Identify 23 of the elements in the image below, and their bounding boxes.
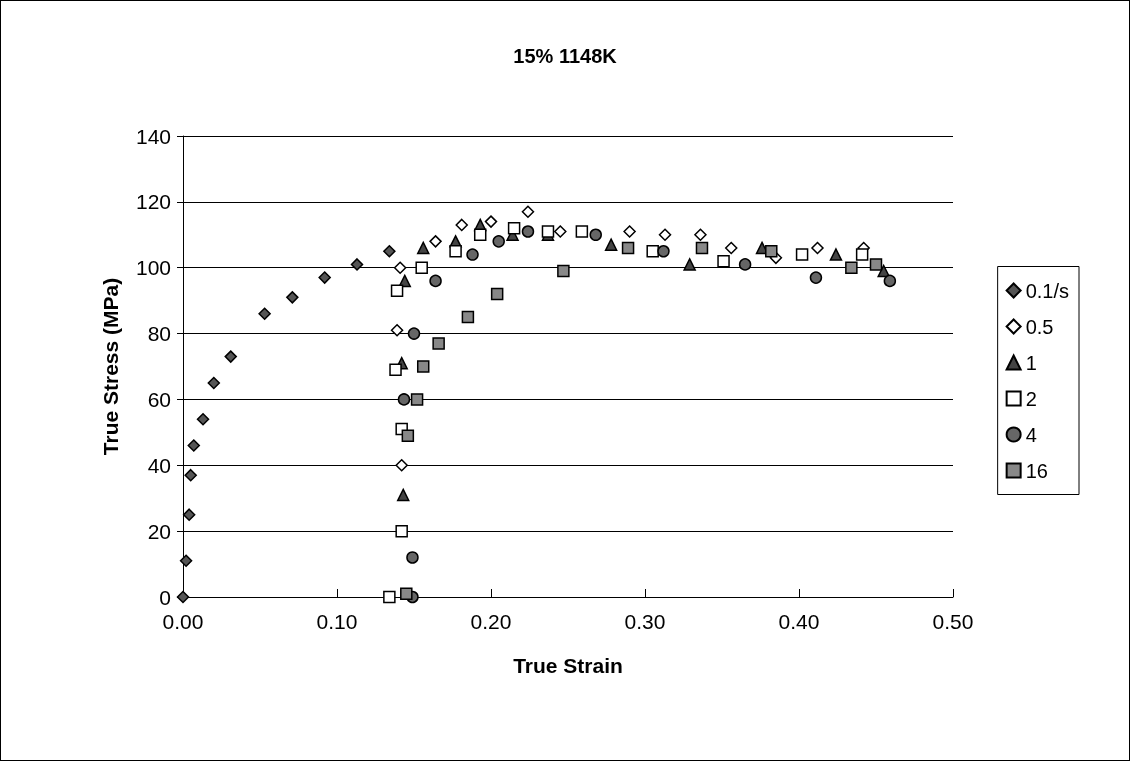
- legend-label: 2: [1025, 387, 1037, 410]
- chart-title: 15% 1148K: [513, 45, 618, 67]
- y-tick-label: 0: [159, 585, 171, 609]
- legend-label: 16: [1025, 459, 1048, 482]
- x-tick-label: 0.30: [624, 610, 666, 633]
- y-tick-label: 120: [135, 190, 171, 214]
- x-axis-title: True Strain: [513, 654, 623, 677]
- x-tick-label: 0.00: [162, 610, 204, 633]
- y-tick-label: 100: [135, 256, 171, 280]
- x-tick-label: 0.10: [316, 610, 358, 633]
- legend-label: 0.1/s: [1025, 279, 1069, 302]
- x-tick-label: 0.40: [778, 610, 820, 633]
- x-tick-label: 0.20: [470, 610, 512, 633]
- y-tick-label: 60: [147, 387, 171, 411]
- legend-label: 4: [1025, 423, 1037, 446]
- y-tick-label: 20: [147, 519, 171, 543]
- y-axis-title: True Stress (MPa): [99, 277, 122, 456]
- y-tick-label: 80: [147, 322, 171, 346]
- x-tick-label: 0.50: [932, 610, 974, 633]
- y-tick-label: 140: [135, 124, 171, 148]
- legend-label: 0.5: [1025, 315, 1054, 338]
- y-tick-label: 40: [147, 453, 171, 477]
- legend-label: 1: [1025, 351, 1037, 374]
